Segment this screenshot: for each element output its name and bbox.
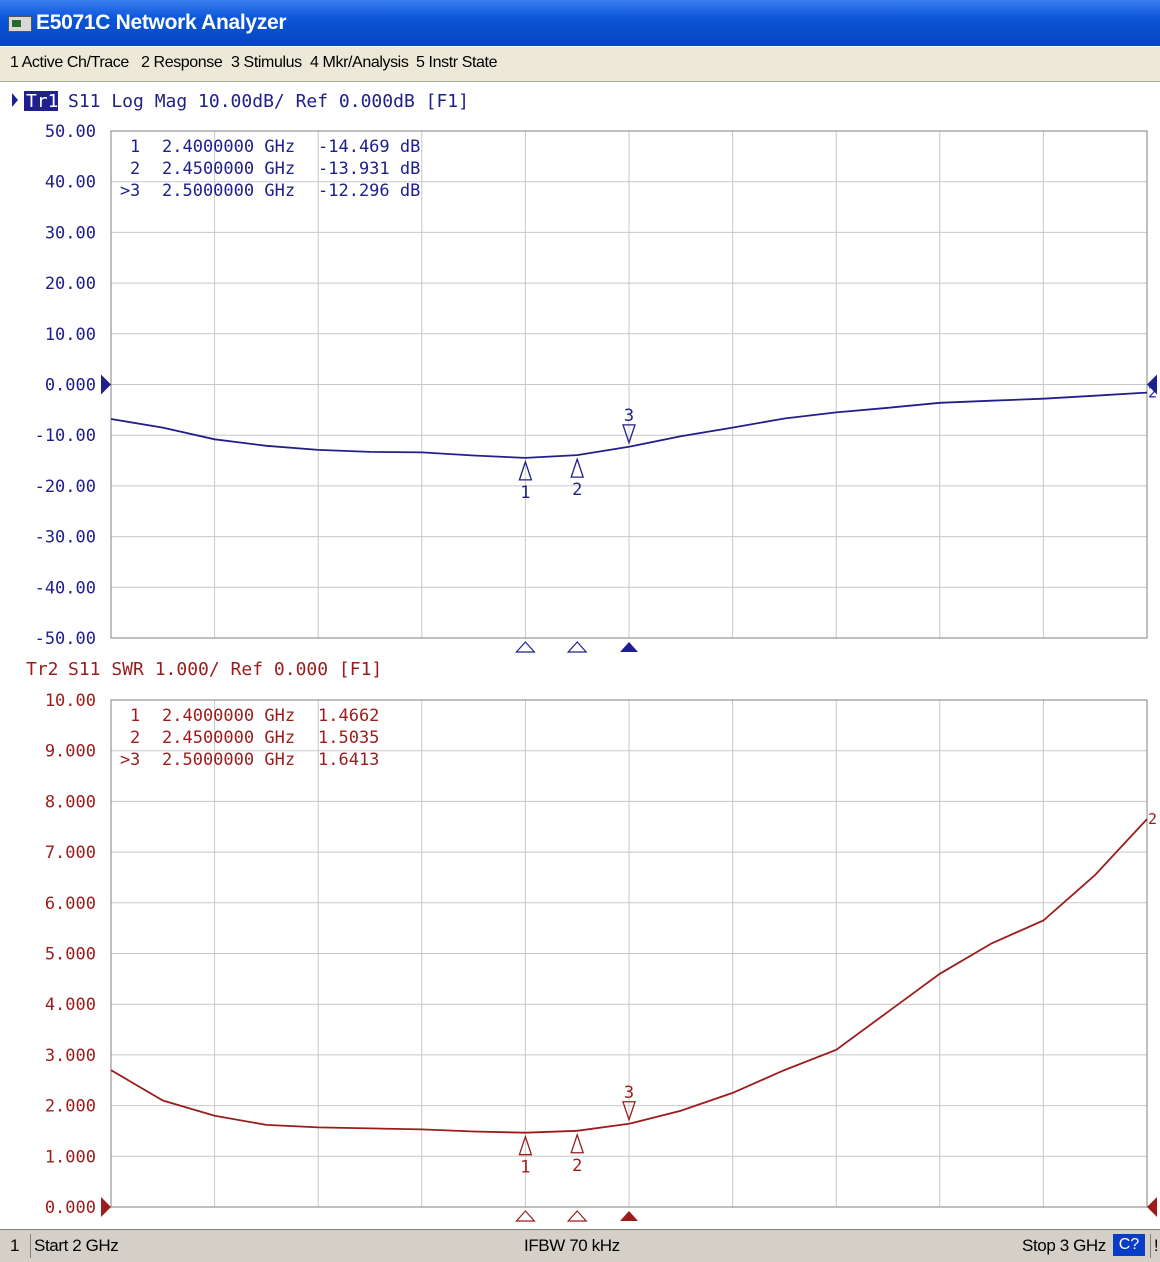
y-tick-label: 6.000 <box>45 894 96 914</box>
marker-readout-freq: 2.5000000 GHz <box>162 181 295 201</box>
y-tick-label: -10.00 <box>35 426 96 446</box>
y-tick-label: 8.000 <box>45 792 96 812</box>
marker-readout-value: -14.469 dB <box>318 137 420 157</box>
y-tick-label: -40.00 <box>35 578 96 598</box>
analyzer-app-icon <box>8 16 32 32</box>
marker-readout-value: -12.296 dB <box>318 181 420 201</box>
y-tick-label: 2.000 <box>45 1097 96 1117</box>
y-tick-label: 1.000 <box>45 1147 96 1167</box>
status-ifbw[interactable]: IFBW 70 kHz <box>524 1236 620 1255</box>
marker-readout-num: 2 <box>130 159 140 179</box>
marker-readout-num: 3 <box>130 181 140 201</box>
marker-position-icon[interactable] <box>515 641 536 653</box>
reference-level-marker-icon[interactable] <box>1147 374 1157 395</box>
y-tick-label: -20.00 <box>35 477 96 497</box>
menu-mkr-analysis[interactable]: 4 Mkr/Analysis <box>310 54 409 71</box>
marker-number-label: 2 <box>572 480 582 500</box>
plot-frame <box>110 699 1148 1208</box>
y-tick-label: 20.00 <box>45 274 96 294</box>
marker-triangle-down-icon[interactable] <box>622 1101 636 1122</box>
y-tick-label: 30.00 <box>45 223 96 243</box>
trace-header: S11 Log Mag 10.00dB/ Ref 0.000dB [F1] <box>68 91 469 112</box>
y-tick-label: 4.000 <box>45 995 96 1015</box>
reference-level-marker-icon[interactable] <box>1147 1197 1157 1217</box>
y-tick-label: -30.00 <box>35 528 96 548</box>
alert-indicator: ! <box>1150 1234 1160 1258</box>
y-tick-label: 3.000 <box>45 1046 96 1066</box>
menu-active-ch-trace[interactable]: 1 Active Ch/Trace <box>10 54 129 71</box>
trace-end-label: 2 <box>1148 384 1157 402</box>
reference-level-marker-icon[interactable] <box>101 374 111 395</box>
marker-readout-num: 2 <box>130 728 140 748</box>
marker-number-label: 3 <box>624 406 634 426</box>
marker-triangle-up-icon[interactable] <box>570 1132 585 1154</box>
y-tick-label: 0.000 <box>45 376 96 396</box>
trace-panel-tr1[interactable]: Tr1 S11 Log Mag 10.00dB/ Ref 0.000dB [F1]… <box>12 91 1157 653</box>
y-tick-label: 10.00 <box>45 691 96 711</box>
marker-number-label: 2 <box>572 1156 582 1176</box>
y-tick-label: 50.00 <box>45 122 96 142</box>
marker-readout-num: 1 <box>130 137 140 157</box>
marker-position-icon[interactable] <box>566 1210 588 1222</box>
menu-instr-state[interactable]: 5 Instr State <box>416 54 498 71</box>
title-bar: E5071C Network Analyzer <box>0 0 1160 46</box>
trace-line <box>110 391 1148 459</box>
y-tick-label: 0.000 <box>45 1198 96 1218</box>
reference-level-marker-icon[interactable] <box>101 1197 111 1217</box>
marker-readout-value: 1.6413 <box>318 750 379 770</box>
marker-position-filled-icon[interactable] <box>620 642 638 652</box>
active-trace-badge[interactable] <box>24 91 58 111</box>
trace-end-label: 2 <box>1148 810 1157 828</box>
marker-readout-freq: 2.4500000 GHz <box>162 159 295 179</box>
marker-readout-num: 1 <box>130 706 140 726</box>
marker-position-filled-icon[interactable] <box>620 1211 638 1221</box>
y-tick-label: 5.000 <box>45 945 96 965</box>
trace-header: S11 SWR 1.000/ Ref 0.000 [F1] <box>68 659 382 680</box>
marker-position-icon[interactable] <box>566 641 588 653</box>
marker-triangle-up-icon[interactable] <box>518 459 533 481</box>
y-tick-label: -50.00 <box>35 629 96 649</box>
menu-bar: 1 Active Ch/Trace 2 Response 3 Stimulus … <box>0 47 1160 82</box>
y-tick-label: 7.000 <box>45 843 96 863</box>
status-bar: 1 Start 2 GHz IFBW 70 kHz Stop 3 GHz C? … <box>0 1229 1160 1262</box>
status-start-freq[interactable]: Start 2 GHz <box>34 1236 119 1255</box>
marker-number-label: 1 <box>520 483 530 503</box>
trace-line <box>110 818 1148 1134</box>
trace-chart[interactable]: Tr1 S11 Log Mag 10.00dB/ Ref 0.000dB [F1]… <box>0 82 1160 1228</box>
trace-label: Tr1 <box>26 91 59 112</box>
y-tick-label: 9.000 <box>45 742 96 762</box>
trace-label: Tr2 <box>26 659 59 680</box>
marker-readout-freq: 2.4000000 GHz <box>162 706 295 726</box>
marker-active-indicator: > <box>120 181 130 201</box>
status-channel: 1 <box>6 1234 31 1258</box>
marker-readout-value: 1.4662 <box>318 706 379 726</box>
active-trace-arrow-icon <box>12 93 18 107</box>
marker-readout-num: 3 <box>130 750 140 770</box>
marker-active-indicator: > <box>120 750 130 770</box>
marker-triangle-up-icon[interactable] <box>518 1134 533 1156</box>
trace-panel-tr2[interactable]: Tr2 S11 SWR 1.000/ Ref 0.000 [F1] 10.00 9.0… <box>26 659 1157 1222</box>
marker-readout-freq: 2.4000000 GHz <box>162 137 295 157</box>
menu-stimulus[interactable]: 3 Stimulus <box>231 54 302 71</box>
marker-readout-freq: 2.4500000 GHz <box>162 728 295 748</box>
y-tick-label: 40.00 <box>45 173 96 193</box>
marker-position-icon[interactable] <box>515 1210 536 1222</box>
menu-response[interactable]: 2 Response <box>141 54 223 71</box>
marker-readout-freq: 2.5000000 GHz <box>162 750 295 770</box>
marker-triangle-down-icon[interactable] <box>622 424 636 445</box>
status-stop-freq[interactable]: Stop 3 GHz <box>1022 1236 1106 1255</box>
marker-readout-value: -13.931 dB <box>318 159 420 179</box>
marker-readout-value: 1.5035 <box>318 728 379 748</box>
y-tick-label: 10.00 <box>45 325 96 345</box>
marker-triangle-up-icon[interactable] <box>570 457 585 478</box>
calibration-status-button[interactable]: C? <box>1113 1234 1145 1256</box>
window-title: E5071C Network Analyzer <box>36 11 287 34</box>
measurement-display[interactable]: Tr1 S11 Log Mag 10.00dB/ Ref 0.000dB [F1]… <box>0 82 1160 1228</box>
marker-number-label: 3 <box>624 1083 634 1103</box>
marker-number-label: 1 <box>520 1158 530 1178</box>
